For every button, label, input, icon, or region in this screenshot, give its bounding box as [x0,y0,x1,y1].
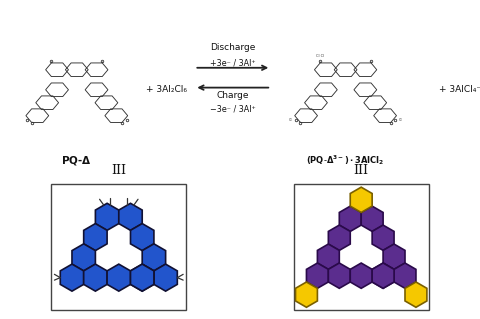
Text: +3e⁻ / 3Al⁺: +3e⁻ / 3Al⁺ [210,58,256,67]
Polygon shape [131,264,154,291]
Polygon shape [328,225,350,250]
Polygon shape [350,187,372,212]
Text: Cl Cl: Cl Cl [316,54,324,58]
Text: $\mathbf{(PQ\text{-}\Delta^{3-})\cdot 3AlCl_2}$: $\mathbf{(PQ\text{-}\Delta^{3-})\cdot 3A… [306,153,385,167]
Polygon shape [119,203,142,230]
Polygon shape [131,224,154,251]
Polygon shape [306,263,328,288]
Text: Charge: Charge [216,91,249,100]
Polygon shape [328,263,350,288]
Polygon shape [350,263,372,288]
Text: Cl: Cl [289,118,292,122]
Polygon shape [84,224,107,251]
Polygon shape [372,263,394,288]
Polygon shape [96,203,119,230]
Polygon shape [154,264,177,291]
Polygon shape [84,264,107,291]
Text: + 3AlCl₄⁻: + 3AlCl₄⁻ [439,85,480,94]
Polygon shape [60,264,84,291]
Polygon shape [142,244,166,271]
Polygon shape [296,282,317,307]
Text: Cl: Cl [399,118,402,122]
Text: III: III [353,164,369,177]
Text: $\mathbf{PQ}$-$\mathbf{\Delta}$: $\mathbf{PQ}$-$\mathbf{\Delta}$ [61,154,92,167]
Polygon shape [405,282,427,307]
Polygon shape [107,264,131,291]
Polygon shape [372,225,394,250]
Polygon shape [383,244,405,269]
Text: + 3Al₂Cl₆: + 3Al₂Cl₆ [146,85,187,94]
Polygon shape [131,264,154,291]
Polygon shape [72,244,96,271]
Text: Discharge: Discharge [210,43,255,52]
Polygon shape [372,263,394,288]
Polygon shape [317,244,339,269]
Text: −3e⁻ / 3Al⁺: −3e⁻ / 3Al⁺ [210,105,256,114]
Polygon shape [394,263,416,288]
Polygon shape [339,206,361,231]
Polygon shape [361,206,383,231]
Text: III: III [111,164,126,177]
